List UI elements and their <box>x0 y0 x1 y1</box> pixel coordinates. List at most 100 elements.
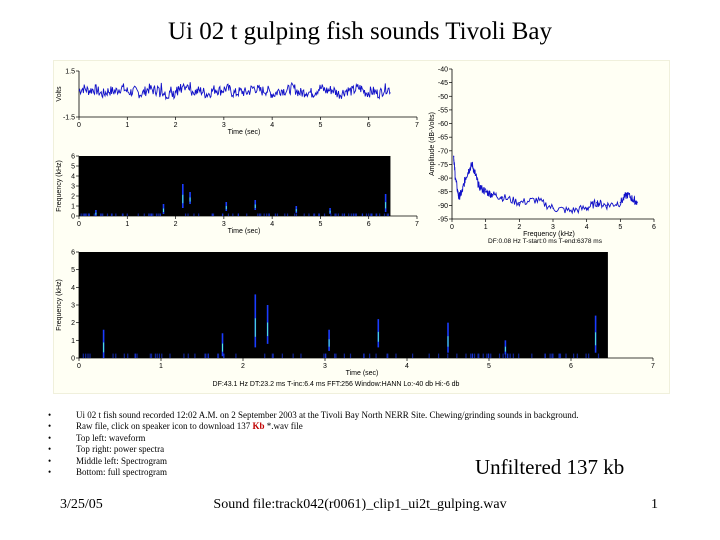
spectrogram-bottom-noise-mark <box>87 353 89 358</box>
spectrum-y-tick-label: -60 <box>438 121 448 128</box>
spectrogram-bottom-noise-mark <box>576 353 578 358</box>
spectrogram-bottom-y-tick-label: 0 <box>71 356 75 363</box>
waveform-x-tick-label: 3 <box>222 122 226 129</box>
spectrogram-middle-noise-mark <box>341 213 343 216</box>
spectrogram-middle-event-core <box>254 204 256 208</box>
spectrum-x-axis-label: Frequency (kHz) <box>523 231 575 238</box>
spectrum-point <box>454 177 456 179</box>
bullet-dot: • <box>48 410 52 420</box>
bullet-text: *.wav file <box>264 421 303 432</box>
spectrogram-bottom-noise-mark <box>292 353 294 358</box>
bullet-item: • Bottom: full spectrogram <box>48 467 608 478</box>
spectrogram-middle-noise-mark <box>82 213 84 216</box>
spectrogram-bottom-x-axis-label: Time (sec) <box>346 370 379 377</box>
spectrum-y-tick-label: -85 <box>438 189 448 196</box>
spectrogram-middle-x-tick-label: 1 <box>125 221 129 228</box>
spectrum-x-tick-label: 6 <box>652 224 656 231</box>
spectrogram-bottom-noise-mark <box>573 353 575 358</box>
spectrogram-bottom-noise-mark <box>386 353 388 358</box>
spectrogram-bottom-x-tick-label: 0 <box>77 363 81 370</box>
spectrogram-middle-noise-mark <box>99 213 102 216</box>
spectrogram-bottom-x-tick-label: 2 <box>241 363 245 370</box>
spectrogram-middle-noise-mark <box>371 213 373 216</box>
spectrogram-bottom-noise-mark <box>509 353 511 358</box>
spectrogram-middle-event-core <box>163 208 164 212</box>
spectrum-point <box>468 169 470 171</box>
spectrogram-middle-noise-mark <box>268 213 270 216</box>
spectrogram-bottom-event-core <box>504 346 506 352</box>
spectrogram-middle-y-axis-label: Frequency (kHz) <box>56 160 63 212</box>
bullet-dot: • <box>48 455 52 466</box>
spectrogram-bottom-noise-mark <box>437 353 440 358</box>
download-link[interactable]: Kb <box>252 421 265 432</box>
spectrogram-bottom-noise-mark <box>149 353 151 358</box>
waveform-trace <box>78 81 391 101</box>
spectrogram-middle-noise-mark <box>85 213 87 216</box>
spectrogram-bottom-noise-mark <box>335 353 337 358</box>
spectrogram-bottom-x-tick-label: 7 <box>651 363 655 370</box>
spectrogram-middle-noise-mark <box>122 213 124 216</box>
bullet-text: Ui 02 t fish sound recorded 12:02 A.M. o… <box>76 410 579 420</box>
spectrogram-middle-noise-mark <box>368 213 370 216</box>
figure-area: 0 1 2 3 4 5 6 7 1.5 -1.5 Time (sec) Volts 0 1 2 3 4 5 6 -40… <box>53 60 670 394</box>
spectrogram-middle-event-core <box>385 202 387 209</box>
spectrogram-middle-event-core <box>295 209 297 212</box>
spectrogram-middle-noise-mark <box>286 213 289 216</box>
spectrogram-middle-noise-mark <box>222 213 224 216</box>
spectrogram-middle-noise-mark <box>148 213 150 216</box>
spectrogram-middle-noise-mark <box>352 213 354 216</box>
spectrogram-middle-noise-mark <box>198 213 200 216</box>
spectrogram-bottom-noise-mark <box>158 353 160 358</box>
spectrogram-bottom-noise-mark <box>323 353 325 358</box>
spectrogram-bottom-noise-mark <box>343 353 345 358</box>
spectrogram-middle-noise-mark <box>353 213 355 216</box>
spectrogram-bottom-noise-mark <box>187 353 189 358</box>
waveform-x-tick-label: 7 <box>415 122 419 129</box>
spectrogram-bottom-noise-mark <box>204 353 206 358</box>
bullet-dot: • <box>48 444 52 455</box>
spectrogram-bottom-noise-mark <box>488 353 490 358</box>
spectrogram-middle-noise-mark <box>375 213 377 216</box>
spectrogram-middle-event-core <box>182 194 184 204</box>
spectrogram-middle-noise-mark <box>88 213 90 216</box>
spectrogram-middle-noise-mark <box>106 213 109 216</box>
spectrogram-middle-noise-mark <box>294 213 296 216</box>
spectrogram-middle-noise-mark <box>110 213 113 216</box>
spectrum-y-tick-label: -95 <box>438 217 448 224</box>
spectrogram-bottom-noise-mark <box>447 353 449 358</box>
spectrogram-bottom-noise-mark <box>507 353 509 358</box>
bullet-text: Top right: power spectra <box>76 444 165 455</box>
spectrogram-bottom-noise-mark <box>150 353 153 358</box>
spectrogram-middle-noise-mark <box>295 213 298 216</box>
spectrogram-middle-noise-mark <box>361 213 364 216</box>
bullet-dot: • <box>48 467 52 478</box>
spectrum-point <box>501 196 504 198</box>
spectrogram-middle-noise-mark <box>318 213 320 216</box>
spectrum-point <box>586 207 588 209</box>
spectrogram-bottom-noise-mark <box>217 353 220 358</box>
footer-sound-file[interactable]: Sound file:track042(r0061)_clip1_ui2t_gu… <box>213 497 507 512</box>
bullet-text: Top left: waveform <box>76 432 146 443</box>
spectrogram-bottom-noise-mark <box>477 353 479 358</box>
spectrogram-bottom-noise-mark <box>549 353 551 358</box>
spectrogram-bottom-noise-mark <box>136 353 138 358</box>
spectrogram-bottom-noise-mark <box>363 353 365 358</box>
spectrogram-bottom-noise-mark <box>387 353 389 358</box>
spectrogram-caption: DF:43.1 Hz DT:23.2 ms T-inc:6.4 ms FFT:2… <box>213 381 460 388</box>
spectrogram-middle-noise-mark <box>137 213 139 216</box>
spectrogram-middle-noise-mark <box>284 213 286 216</box>
spectrogram-bottom-noise-mark <box>559 353 561 358</box>
spectrogram-bottom-noise-mark <box>349 353 352 358</box>
figure-svg: 0 1 2 3 4 5 6 7 1.5 -1.5 Time (sec) Volts 0 1 2 3 4 5 6 -40… <box>56 67 656 389</box>
spectrogram-bottom-noise-mark <box>588 353 590 358</box>
spectrogram-middle-noise-mark <box>337 213 339 216</box>
spectrogram-bottom-noise-mark <box>490 353 492 358</box>
spectrogram-bottom-event-core <box>595 332 597 346</box>
spectrogram-bottom-noise-mark <box>127 353 129 358</box>
spectrogram-bottom-background <box>79 252 608 358</box>
waveform-x-axis-label: Time (sec) <box>228 129 261 136</box>
spectrogram-middle-y-tick-label: 4 <box>71 174 75 181</box>
spectrogram-bottom-noise-mark <box>123 353 125 358</box>
spectrogram-middle-noise-mark <box>237 213 240 216</box>
spectrogram-bottom-event-core <box>254 318 256 337</box>
